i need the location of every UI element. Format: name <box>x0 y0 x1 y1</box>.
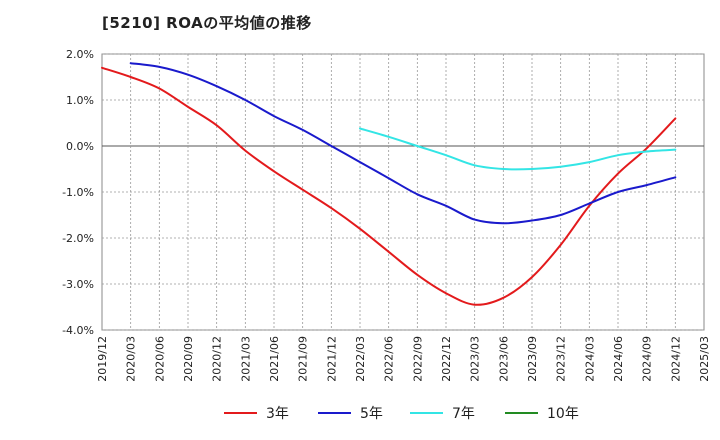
x-tick-label: 2022/03 <box>354 336 367 382</box>
series-line-1 <box>129 62 677 225</box>
series-layer <box>101 62 677 306</box>
x-tick-label: 2024/12 <box>669 336 682 382</box>
grid-layer <box>101 53 705 331</box>
x-tick-label: 2023/03 <box>469 336 482 382</box>
x-tick-label: 2022/09 <box>411 336 424 382</box>
series-line-0 <box>101 66 677 306</box>
series-line-2 <box>359 127 677 171</box>
x-tick-label: 2021/12 <box>325 336 338 382</box>
x-tick-label: 2024/06 <box>612 336 625 382</box>
x-tick-label: 2019/12 <box>96 336 109 382</box>
legend-label-0: 3年 <box>266 406 289 422</box>
legend-label-1: 5年 <box>360 406 383 422</box>
x-tick-label: 2024/09 <box>641 336 654 382</box>
x-tick-label: 2023/09 <box>526 336 539 382</box>
y-tick-label: -4.0% <box>62 324 94 337</box>
legend-label-3: 10年 <box>547 406 579 422</box>
y-tick-label: -3.0% <box>62 278 94 291</box>
axis-layer: 2.0% 1.0% 0.0% -1.0% -2.0% -3.0% -4.0%2019/12 2… <box>62 48 711 382</box>
y-tick-label: -2.0% <box>62 232 94 245</box>
x-tick-label: 2023/06 <box>497 336 510 382</box>
chart-title: [5210] ROAの平均値の推移 <box>102 14 312 32</box>
x-tick-label: 2020/12 <box>211 336 224 382</box>
x-tick-label: 2021/03 <box>239 336 252 382</box>
y-tick-label: 0.0% <box>66 140 94 153</box>
x-tick-label: 2020/09 <box>182 336 195 382</box>
x-tick-label: 2025/03 <box>698 336 711 382</box>
legend-label-2: 7年 <box>452 406 475 422</box>
y-tick-label: 1.0% <box>66 94 94 107</box>
y-tick-label: -1.0% <box>62 186 94 199</box>
y-tick-label: 2.0% <box>66 48 94 61</box>
x-tick-label: 2020/06 <box>153 336 166 382</box>
x-tick-label: 2021/09 <box>297 336 310 382</box>
x-tick-label: 2024/03 <box>583 336 596 382</box>
x-tick-label: 2021/06 <box>268 336 281 382</box>
legend: 3年 5年 7年 10年 <box>224 406 579 422</box>
x-tick-label: 2022/12 <box>440 336 453 382</box>
x-tick-label: 2020/03 <box>125 336 138 382</box>
x-tick-label: 2022/06 <box>383 336 396 382</box>
x-tick-label: 2023/12 <box>555 336 568 382</box>
